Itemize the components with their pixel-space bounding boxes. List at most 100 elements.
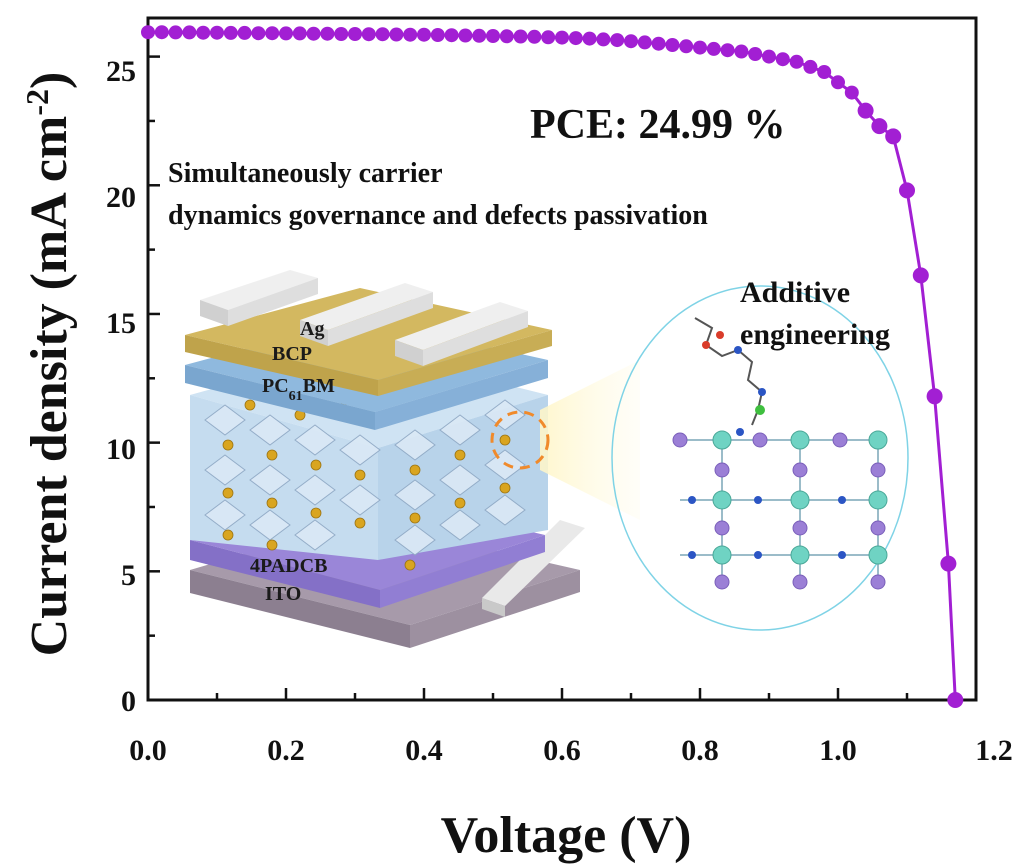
layer-label-pcbm: PC61BM bbox=[262, 375, 335, 404]
data-point bbox=[251, 26, 266, 41]
y-axis-title-close: ) bbox=[21, 72, 78, 89]
data-point bbox=[857, 102, 874, 119]
data-point bbox=[320, 26, 335, 41]
layer-label-ag: Ag bbox=[300, 318, 324, 340]
pcbm-text-pre: PC bbox=[262, 375, 289, 397]
data-point bbox=[706, 41, 721, 56]
y-tick-label: 25 bbox=[106, 55, 136, 88]
data-point bbox=[885, 128, 902, 145]
data-point bbox=[223, 25, 238, 40]
y-tick-labels: 0 5 10 15 20 25 bbox=[106, 55, 136, 718]
data-point bbox=[637, 35, 652, 50]
data-point bbox=[444, 28, 459, 43]
data-point bbox=[912, 267, 929, 284]
data-point bbox=[279, 26, 293, 41]
data-point bbox=[582, 31, 597, 46]
layer-label-bcp: BCP bbox=[272, 343, 312, 365]
x-axis-title: Voltage (V) bbox=[441, 807, 692, 864]
data-point bbox=[196, 25, 211, 40]
axis-ticks bbox=[146, 55, 978, 702]
data-point bbox=[775, 52, 790, 67]
pce-annotation: PCE: 24.99 % bbox=[530, 102, 786, 148]
y-axis-title: Current density (mA cm-2) bbox=[19, 72, 78, 657]
zoom-ellipse bbox=[611, 285, 909, 631]
data-point bbox=[182, 25, 197, 40]
data-point bbox=[596, 32, 611, 47]
data-point bbox=[817, 65, 832, 79]
data-point bbox=[947, 692, 964, 708]
x-tick-label: 0.6 bbox=[543, 734, 581, 767]
data-point bbox=[651, 36, 666, 51]
data-point bbox=[361, 27, 376, 42]
x-tick-label: 0.8 bbox=[681, 734, 719, 767]
data-point bbox=[472, 28, 487, 43]
data-point bbox=[168, 25, 183, 40]
headline-line-2: dynamics governance and defects passivat… bbox=[168, 200, 708, 231]
x-tick-label: 0.4 bbox=[405, 734, 443, 767]
data-point bbox=[693, 40, 707, 55]
layer-label-htl: 4PADCB bbox=[250, 555, 327, 577]
data-point bbox=[720, 43, 735, 58]
y-tick-label: 0 bbox=[121, 685, 136, 718]
data-point bbox=[486, 29, 500, 43]
y-axis-title-sup: -2 bbox=[19, 89, 55, 116]
data-point bbox=[831, 75, 845, 90]
data-point bbox=[665, 38, 680, 52]
ag-electrodes bbox=[200, 270, 528, 366]
cation-spheres bbox=[222, 394, 511, 571]
data-point bbox=[499, 29, 514, 44]
data-point bbox=[141, 25, 155, 40]
data-point bbox=[568, 31, 583, 46]
data-point bbox=[265, 26, 280, 41]
data-point bbox=[748, 47, 763, 61]
data-point bbox=[417, 27, 431, 42]
data-point bbox=[926, 388, 943, 405]
data-point bbox=[940, 555, 957, 572]
data-point bbox=[624, 34, 638, 49]
octahedra-pattern bbox=[204, 399, 526, 556]
data-point bbox=[541, 30, 556, 45]
data-point bbox=[513, 29, 528, 44]
data-point bbox=[389, 27, 404, 42]
data-point bbox=[844, 85, 859, 100]
zoom-callout bbox=[490, 285, 909, 631]
y-tick-label: 20 bbox=[106, 181, 136, 214]
data-point bbox=[306, 26, 321, 41]
data-point bbox=[871, 118, 888, 135]
data-point bbox=[334, 27, 349, 41]
data-point bbox=[210, 25, 224, 40]
data-point bbox=[237, 25, 252, 40]
jv-series bbox=[141, 25, 964, 708]
molecular-structure bbox=[672, 317, 888, 590]
additive-label-line-1: Additive bbox=[740, 276, 850, 309]
data-point bbox=[154, 25, 169, 40]
pcbm-text-post: BM bbox=[303, 375, 335, 397]
x-tick-label: 0.2 bbox=[267, 734, 305, 767]
data-point bbox=[458, 28, 473, 43]
x-tick-labels: 0.0 0.2 0.4 0.6 0.8 1.0 1.2 bbox=[129, 734, 1013, 767]
data-point bbox=[555, 30, 569, 45]
layer-label-ito: ITO bbox=[265, 583, 301, 605]
data-point bbox=[679, 39, 694, 54]
y-axis-title-main: Current density (mA cm bbox=[21, 116, 78, 657]
x-tick-label: 1.0 bbox=[819, 734, 857, 767]
data-point bbox=[610, 33, 625, 48]
data-point bbox=[292, 26, 307, 41]
y-tick-label: 5 bbox=[121, 559, 136, 592]
headline-line-1: Simultaneously carrier bbox=[168, 158, 443, 189]
device-stack-illustration: Ag BCP PC61BM 4PADCB ITO bbox=[185, 270, 585, 648]
data-point bbox=[527, 29, 542, 44]
x-tick-label: 0.0 bbox=[129, 734, 167, 767]
zoom-circle-marker bbox=[490, 410, 550, 470]
data-point bbox=[899, 182, 915, 199]
data-point bbox=[430, 28, 445, 42]
pcbm-text-sub: 61 bbox=[289, 389, 303, 404]
data-point bbox=[803, 59, 818, 74]
y-tick-label: 15 bbox=[106, 307, 136, 340]
data-point bbox=[789, 54, 804, 69]
data-point bbox=[375, 27, 390, 42]
data-point bbox=[403, 27, 418, 42]
data-point bbox=[734, 44, 749, 59]
y-tick-label: 10 bbox=[106, 433, 136, 466]
